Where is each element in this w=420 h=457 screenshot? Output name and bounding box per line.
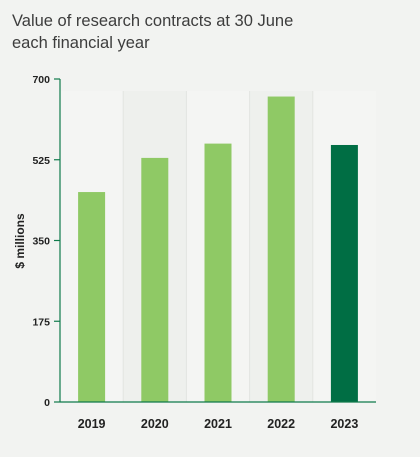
x-tick-label: 2021: [204, 417, 232, 431]
y-tick-label: 525: [32, 155, 50, 167]
bar-2019: [78, 192, 106, 402]
bars-group: [78, 96, 358, 402]
bar-2022: [267, 96, 295, 402]
y-ticks-group: 0 175 350 525 700: [32, 74, 60, 409]
chart-title: Value of research contracts at 30 June e…: [12, 12, 294, 52]
bar-2020: [141, 157, 169, 402]
y-tick-label: 700: [32, 74, 50, 86]
x-tick-label: 2023: [330, 417, 358, 431]
bar-2023: [330, 144, 358, 402]
x-labels-group: 2019 2020 2021 2022 2023: [78, 417, 359, 431]
x-tick-label: 2022: [267, 417, 295, 431]
x-tick-label: 2019: [78, 417, 106, 431]
y-tick-label: 350: [32, 236, 50, 248]
x-tick-label: 2020: [141, 417, 169, 431]
y-tick-label: 175: [32, 316, 50, 328]
bar-2021: [204, 143, 232, 402]
y-axis-label: $ millions: [13, 213, 27, 269]
y-tick-label: 0: [44, 397, 50, 409]
